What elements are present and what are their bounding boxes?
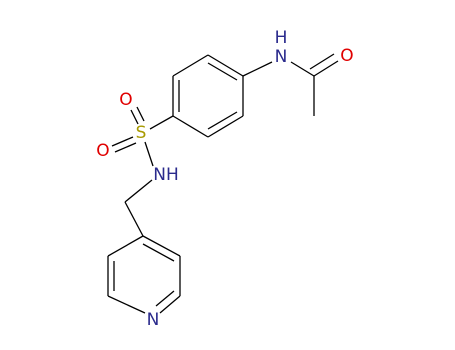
atom-label: O xyxy=(119,90,132,110)
atom-label: N xyxy=(275,47,288,67)
atom-label: N xyxy=(147,310,160,330)
atom-label: S xyxy=(136,123,147,143)
atom-label: H xyxy=(275,28,288,48)
atom-label: O xyxy=(340,46,353,66)
bonds xyxy=(107,53,339,314)
atom-label: NH xyxy=(153,165,179,185)
atom-label: O xyxy=(96,141,109,161)
